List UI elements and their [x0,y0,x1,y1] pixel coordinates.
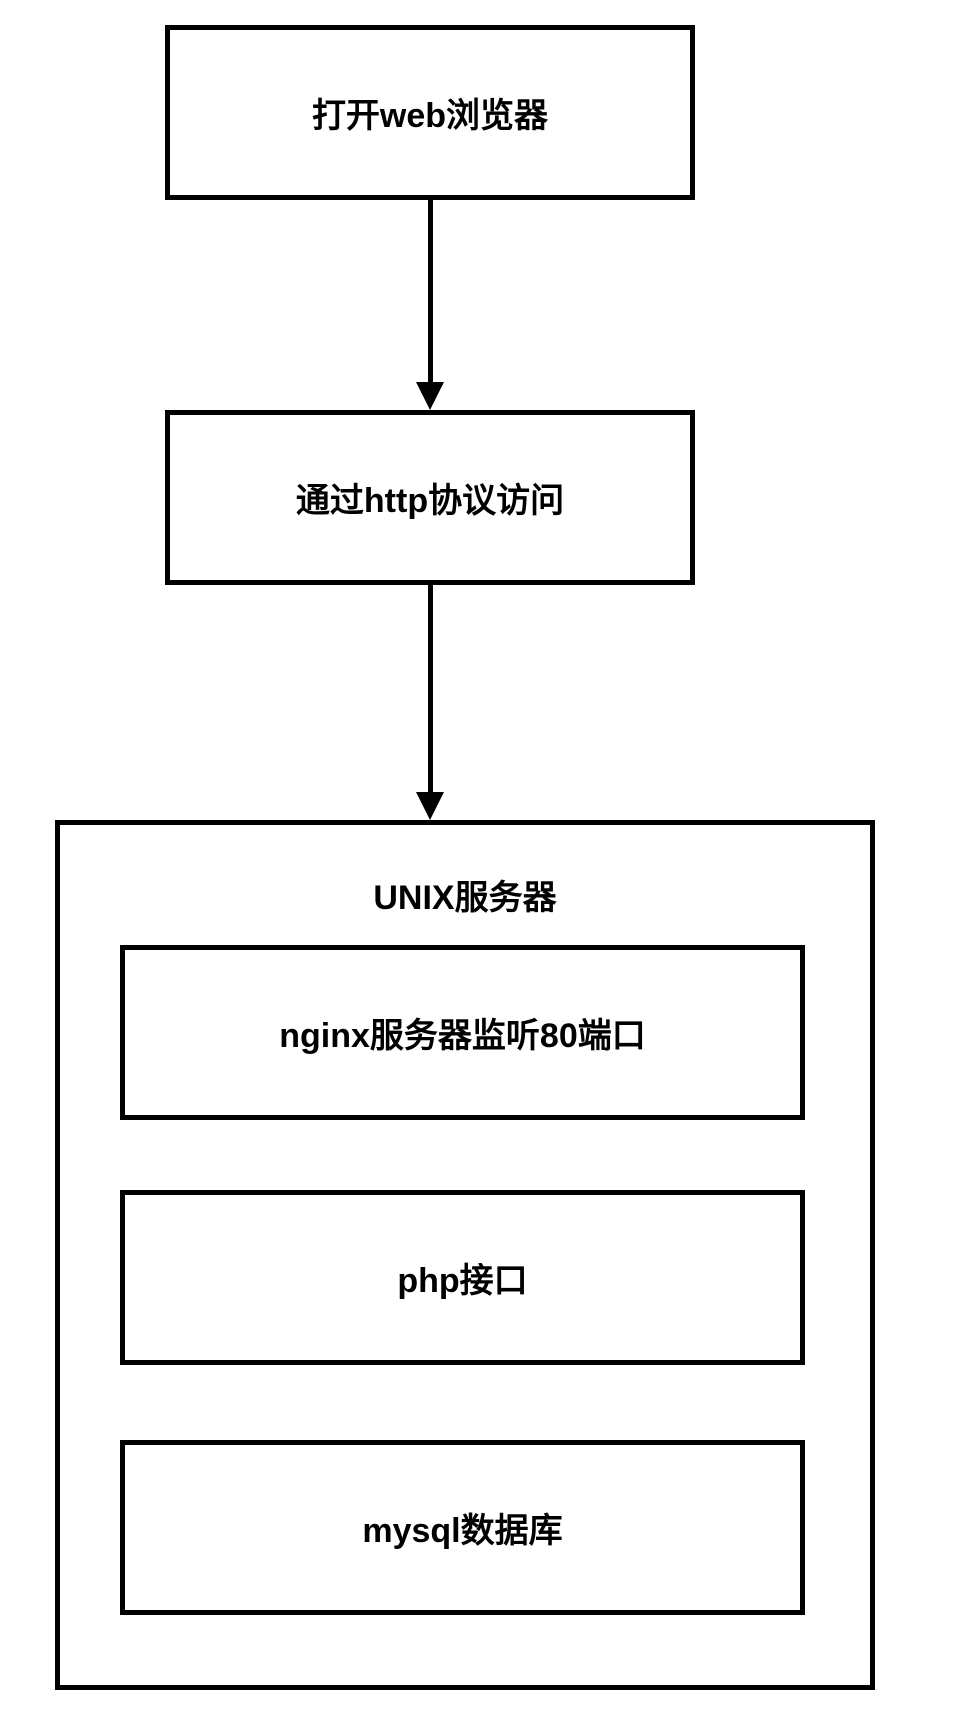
arrow-1-line [428,200,433,390]
arrow-2-head [416,792,444,820]
node-mysql: mysql数据库 [120,1440,805,1615]
node-php-label: php接口 [397,1253,527,1302]
node-open-browser-label: 打开web浏览器 [312,88,548,137]
node-open-browser: 打开web浏览器 [165,25,695,200]
node-nginx-label: nginx服务器监听80端口 [279,1008,645,1057]
flowchart-canvas: 打开web浏览器 通过http协议访问 UNIX服务器 nginx服务器监听80… [0,0,954,1721]
node-php: php接口 [120,1190,805,1365]
node-mysql-label: mysql数据库 [362,1503,562,1552]
arrow-2-line [428,585,433,800]
node-http-access: 通过http协议访问 [165,410,695,585]
node-nginx: nginx服务器监听80端口 [120,945,805,1120]
node-unix-server-title: UNIX服务器 [60,870,870,919]
node-http-access-label: 通过http协议访问 [296,473,564,522]
arrow-1-head [416,382,444,410]
